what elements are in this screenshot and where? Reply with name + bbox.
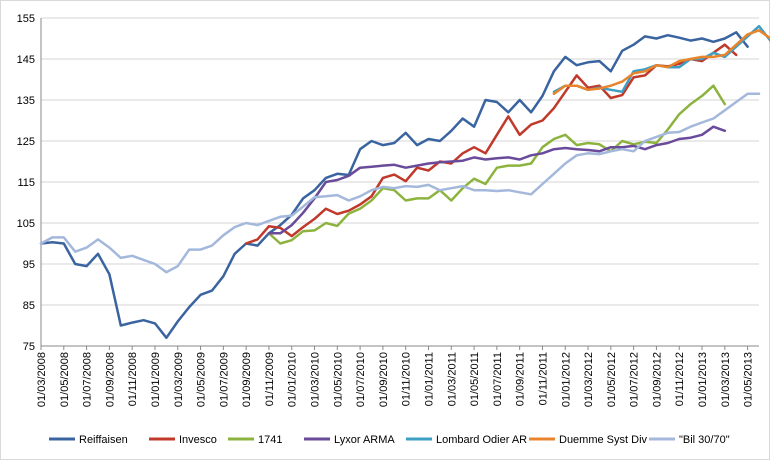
legend-label: Duemme Syst Div: [559, 434, 648, 446]
legend-label: Lyxor ARMA: [334, 434, 395, 446]
legend-label: Lombard Odier AR: [436, 434, 527, 446]
x-tick-label: 01/03/2012: [583, 352, 595, 407]
x-tick-label: 01/01/2011: [423, 352, 435, 406]
x-tick-label: 01/01/2013: [697, 352, 709, 407]
x-tick-label: 01/03/2009: [173, 352, 185, 407]
x-tick-label: 01/11/2008: [127, 352, 139, 406]
y-tick-label: 115: [17, 177, 35, 189]
x-tick-label: 01/01/2012: [560, 352, 572, 407]
legend-label: "Bil 30/70": [679, 434, 730, 446]
x-tick-label: 01/07/2012: [629, 352, 641, 407]
x-tick-label: 01/05/2012: [606, 352, 618, 407]
legend-label: Reiffaisen: [79, 434, 128, 446]
x-tick-label: 01/11/2010: [401, 352, 413, 406]
x-tick-label: 01/09/2009: [241, 352, 253, 407]
x-tick-label: 01/03/2008: [36, 352, 48, 407]
x-tick-label: 01/03/2010: [310, 352, 322, 407]
y-tick-label: 145: [17, 54, 35, 66]
x-tick-label: 01/05/2013: [743, 352, 755, 407]
x-tick-label: 01/11/2009: [264, 352, 276, 406]
x-tick-label: 01/09/2010: [378, 352, 390, 407]
x-tick-label: 01/01/2009: [150, 352, 162, 407]
x-tick-label: 01/03/2013: [720, 352, 732, 407]
series-line: [39, 92, 761, 274]
x-tick-label: 01/09/2012: [651, 352, 663, 407]
x-tick-label: 01/05/2009: [196, 352, 208, 407]
series-line: [552, 29, 770, 96]
x-tick-label: 01/05/2011: [469, 352, 481, 406]
x-tick-label: 01/07/2010: [355, 352, 367, 407]
series-line: [39, 31, 749, 340]
y-tick-label: 155: [17, 13, 35, 25]
x-tick-label: 01/01/2010: [287, 352, 299, 407]
x-tick-label: 01/07/2009: [218, 352, 230, 407]
x-tick-label: 01/05/2010: [332, 352, 344, 407]
x-tick-label: 01/07/2008: [82, 352, 94, 407]
x-tick-label: 01/09/2008: [104, 352, 116, 407]
y-tick-label: 85: [23, 300, 35, 312]
series-line: [267, 125, 727, 235]
x-tick-label: 01/11/2011: [537, 352, 549, 405]
y-tick-label: 125: [17, 136, 35, 148]
y-tick-label: 95: [23, 259, 35, 271]
y-tick-label: 75: [23, 341, 35, 353]
x-tick-label: 01/05/2008: [59, 352, 71, 407]
legend-label: Invesco: [179, 434, 217, 446]
legend-label: 1741: [258, 434, 282, 446]
series-line: [267, 84, 727, 245]
x-tick-label: 01/11/2012: [674, 352, 686, 406]
y-tick-label: 105: [17, 218, 35, 230]
x-tick-label: 01/07/2011: [492, 352, 504, 406]
x-tick-label: 01/09/2011: [515, 352, 527, 406]
x-tick-label: 01/03/2011: [446, 352, 458, 406]
y-tick-label: 135: [17, 95, 35, 107]
